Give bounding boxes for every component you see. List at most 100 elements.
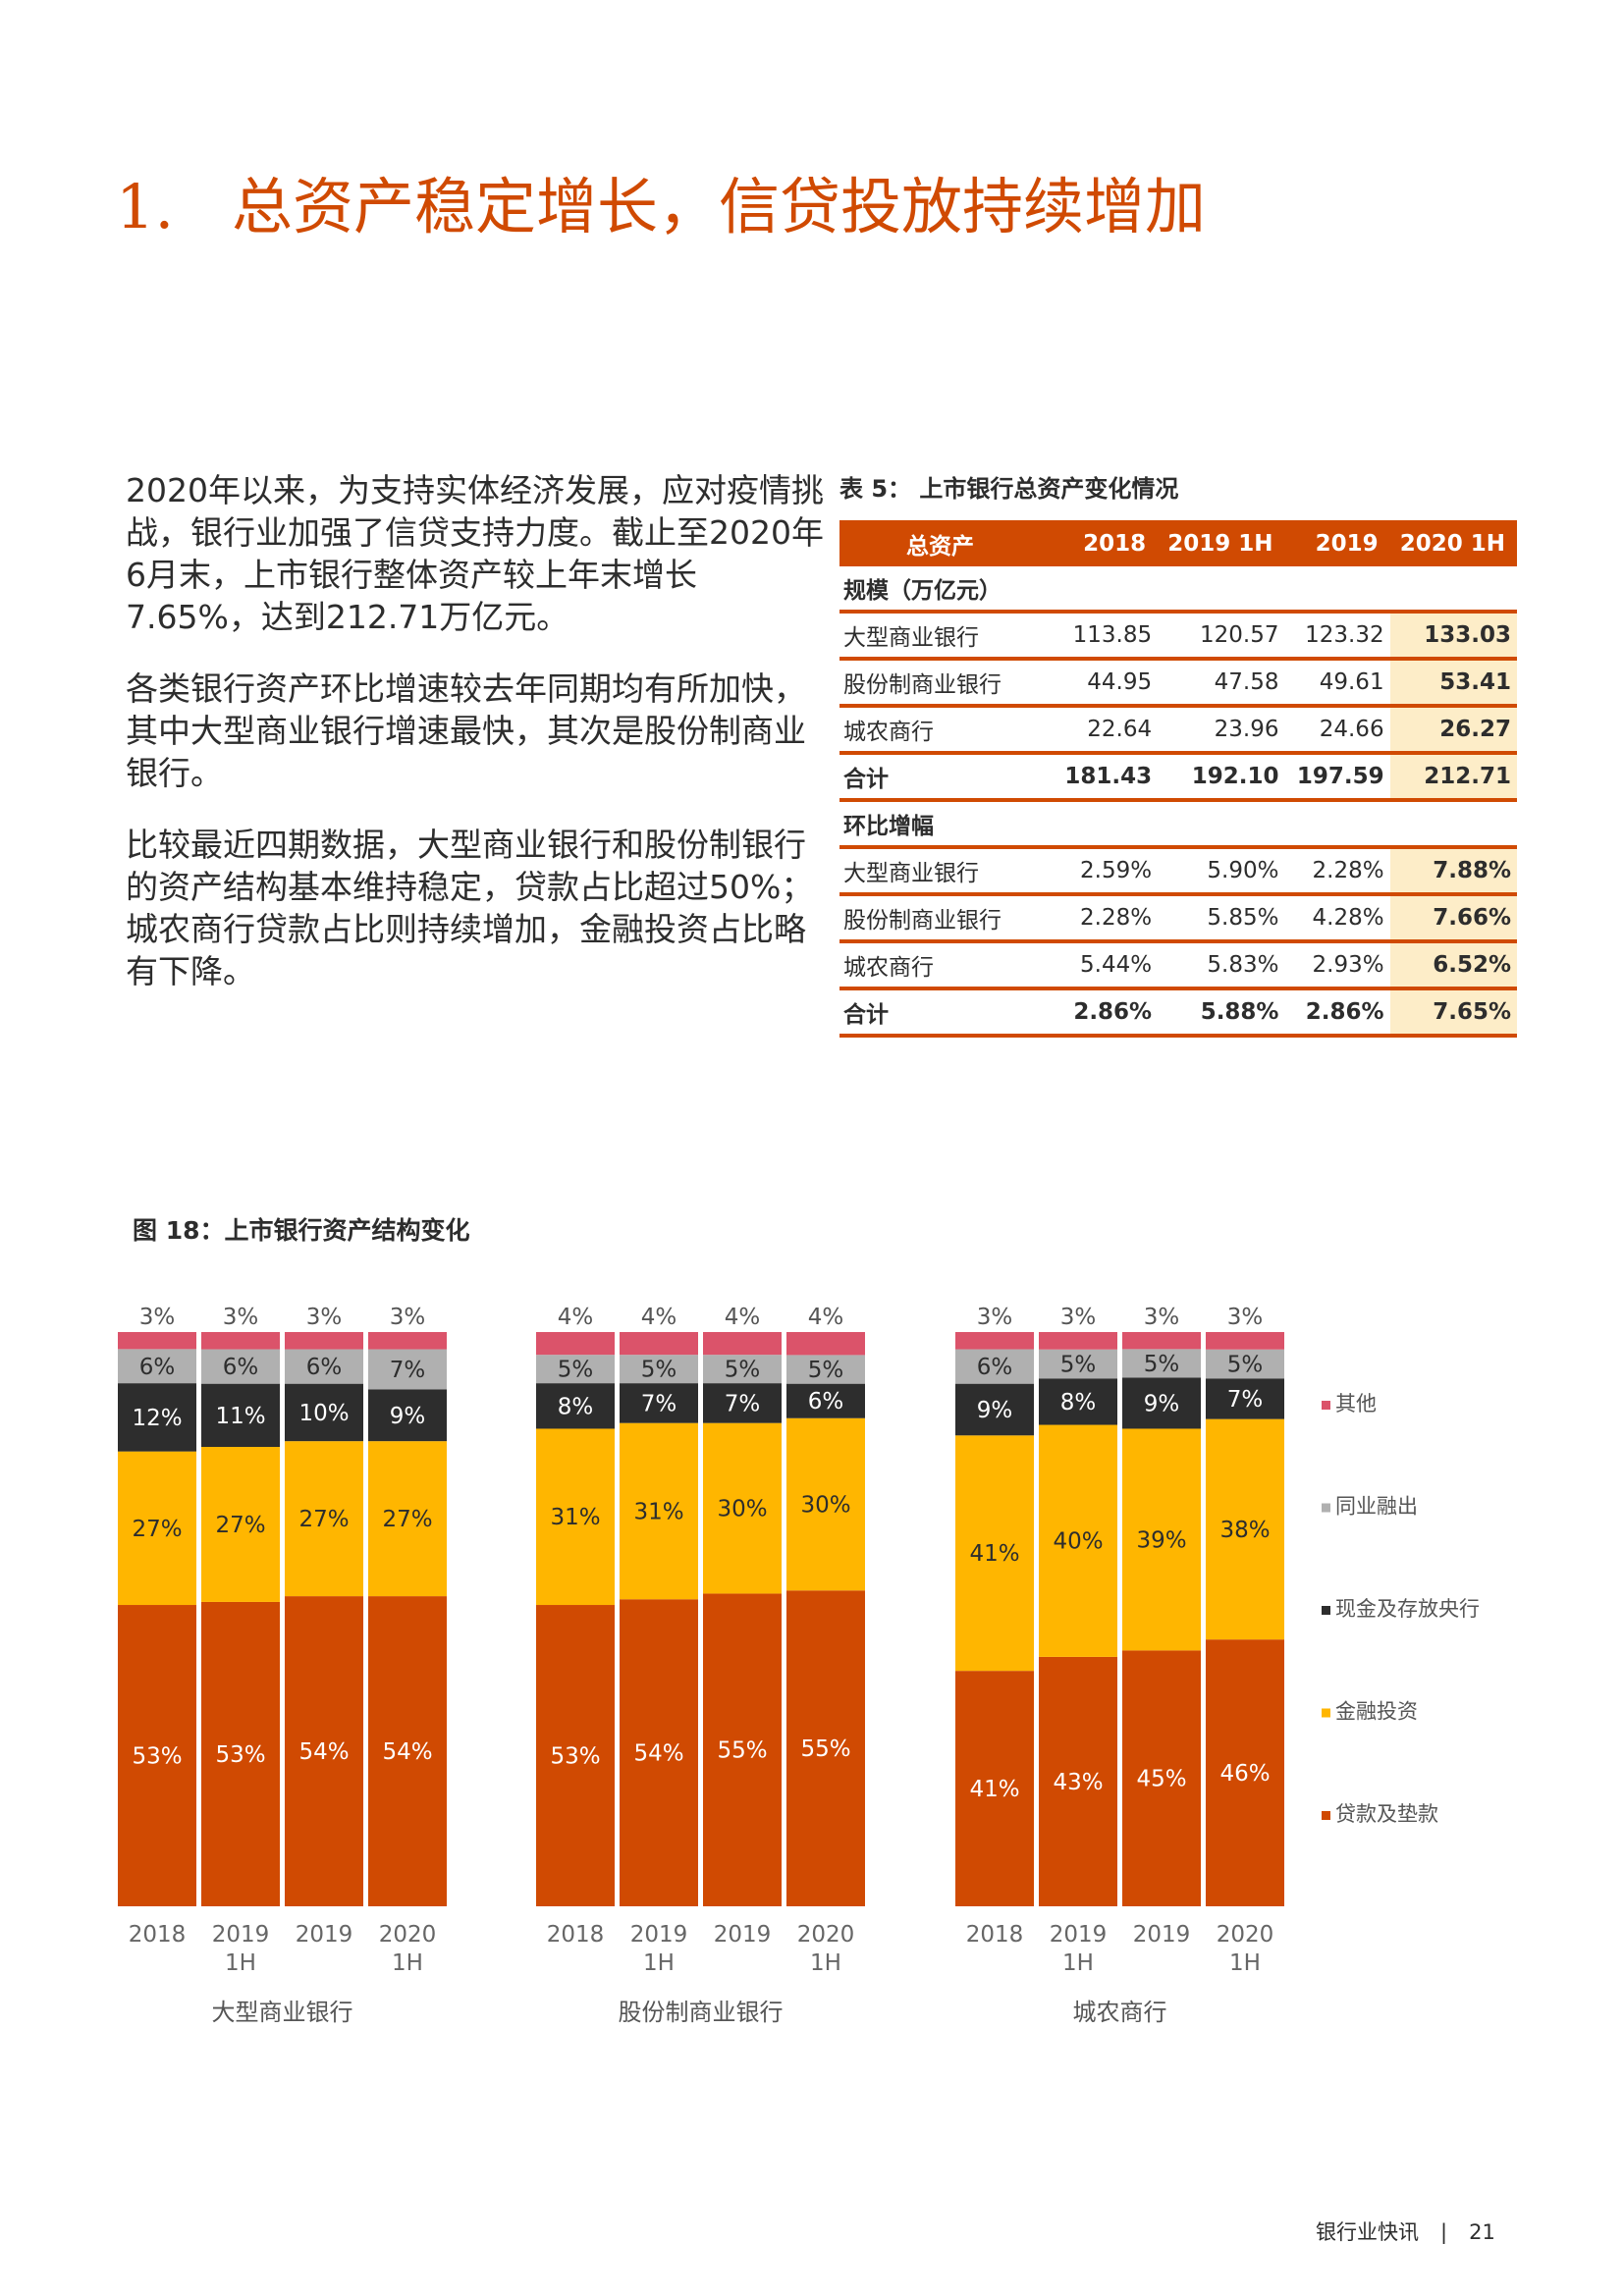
x-tick-label: 2020 xyxy=(797,1922,855,1948)
section-number: 1. xyxy=(116,171,175,242)
bar-segment xyxy=(1039,1656,1117,1906)
legend-swatch xyxy=(1322,1401,1330,1410)
x-tick-label: 2018 xyxy=(966,1922,1024,1948)
bar-segment xyxy=(536,1428,615,1606)
asset-structure-chart: 53%27%12%6%3%201853%27%11%6%3%20191H54%2… xyxy=(118,1305,1480,2026)
bar-segment xyxy=(368,1596,447,1906)
bar-segment xyxy=(201,1332,280,1350)
x-tick-label: 2018 xyxy=(129,1922,187,1948)
cell-value: 192.10 xyxy=(1158,753,1285,802)
footer: 银行业快讯 | 21 xyxy=(1316,2216,1495,2246)
cell-value: 2.86% xyxy=(1284,988,1390,1038)
total-row: 合计 2.86% 5.88% 2.86% 7.65% xyxy=(839,988,1517,1038)
data-label: 7% xyxy=(390,1358,426,1383)
x-tick-label: 1H xyxy=(1229,1950,1261,1976)
publication-name: 银行业快讯 xyxy=(1316,2220,1419,2244)
cell-value: 6.52% xyxy=(1389,941,1517,990)
bar-segment xyxy=(536,1605,615,1906)
column-header: 2018 xyxy=(1053,520,1159,566)
cell-value: 212.71 xyxy=(1389,753,1517,802)
data-label: 4% xyxy=(725,1305,761,1330)
data-label: 53% xyxy=(215,1742,265,1768)
data-label: 38% xyxy=(1219,1518,1270,1543)
bar-segment xyxy=(368,1389,447,1442)
total-assets-table: 总资产 2018 2019 1H 2019 2020 1H 规模（万亿元） 大型商业银行 11… xyxy=(839,520,1517,1038)
cell-value: 5.85% xyxy=(1158,894,1285,943)
bar-segment xyxy=(620,1355,698,1384)
bar-segment xyxy=(620,1332,698,1356)
x-tick-label: 1H xyxy=(225,1950,256,1976)
cell-value: 5.83% xyxy=(1158,941,1285,990)
x-tick-label: 1H xyxy=(810,1950,841,1976)
bar-segment xyxy=(368,1441,447,1597)
legend-label: 同业融出 xyxy=(1335,1495,1418,1519)
bar-segment xyxy=(1206,1378,1284,1419)
bar-segment xyxy=(703,1422,782,1594)
cell-value: 5.88% xyxy=(1158,988,1285,1038)
cell-value: 2.28% xyxy=(1284,847,1390,896)
section-row: 规模（万亿元） xyxy=(839,566,1517,614)
data-label: 5% xyxy=(725,1358,761,1383)
cell-value: 181.43 xyxy=(1053,753,1159,802)
data-label: 12% xyxy=(132,1406,182,1431)
bar-segment xyxy=(786,1417,865,1591)
paragraph: 比较最近四期数据，大型商业银行和股份制银行的资产结构基本维持稳定，贷款占比超过5… xyxy=(126,826,814,990)
data-label: 55% xyxy=(800,1736,850,1762)
data-label: 46% xyxy=(1219,1761,1270,1787)
data-label: 3% xyxy=(977,1305,1013,1330)
bar-segment xyxy=(955,1671,1034,1906)
bar-segment xyxy=(368,1332,447,1350)
cell-value: 7.88% xyxy=(1389,847,1517,896)
bar-segment xyxy=(1206,1332,1284,1350)
data-label: 4% xyxy=(641,1305,677,1330)
data-label: 27% xyxy=(382,1507,432,1532)
data-label: 7% xyxy=(725,1391,761,1416)
bar-segment xyxy=(620,1383,698,1423)
group-label: 股份制商业银行 xyxy=(619,1999,784,2026)
cell-value: 113.85 xyxy=(1053,612,1159,661)
cell-value: 23.96 xyxy=(1158,706,1285,755)
data-label: 5% xyxy=(1227,1353,1264,1378)
bar-segment xyxy=(118,1349,196,1384)
cell-value: 7.66% xyxy=(1389,894,1517,943)
cell-value: 120.57 xyxy=(1158,612,1285,661)
table-row: 股份制商业银行 44.95 47.58 49.61 53.41 xyxy=(839,659,1517,708)
x-tick-label: 2018 xyxy=(547,1922,605,1948)
bar-segment xyxy=(285,1349,363,1384)
row-label: 合计 xyxy=(839,988,1053,1038)
bar-segment xyxy=(620,1599,698,1906)
bar-segment xyxy=(536,1332,615,1356)
total-row: 合计 181.43 192.10 197.59 212.71 xyxy=(839,753,1517,802)
bar-segment xyxy=(786,1332,865,1356)
data-label: 31% xyxy=(550,1505,600,1530)
section-title: 环比增幅 xyxy=(839,800,1517,849)
legend-swatch xyxy=(1322,1503,1330,1513)
bar-segment xyxy=(1122,1650,1201,1906)
data-label: 6% xyxy=(977,1355,1013,1380)
bar-segment xyxy=(201,1601,280,1906)
bar-segment xyxy=(786,1355,865,1384)
bar-segment xyxy=(786,1590,865,1906)
column-header: 2020 1H xyxy=(1389,520,1517,566)
data-label: 27% xyxy=(215,1513,265,1538)
data-label: 11% xyxy=(215,1404,265,1429)
legend-label: 金融投资 xyxy=(1335,1700,1418,1724)
bar-segment xyxy=(536,1355,615,1384)
row-label: 合计 xyxy=(839,753,1053,802)
bar-segment xyxy=(285,1383,363,1442)
x-tick-label: 2019 xyxy=(296,1922,353,1948)
data-label: 30% xyxy=(800,1493,850,1519)
bar-segment xyxy=(1206,1639,1284,1906)
group-label: 城农商行 xyxy=(1073,1999,1167,2026)
legend-swatch xyxy=(1322,1606,1330,1615)
data-label: 10% xyxy=(298,1401,349,1426)
bar-segment xyxy=(285,1441,363,1597)
data-label: 6% xyxy=(808,1389,844,1415)
section-title: 规模（万亿元） xyxy=(839,566,1517,614)
section-heading: 1. 总资产稳定增长，信贷投放持续增加 xyxy=(116,157,1206,245)
cell-value: 49.61 xyxy=(1284,659,1390,708)
bar-segment xyxy=(536,1383,615,1429)
bar-segment xyxy=(118,1605,196,1906)
data-label: 5% xyxy=(1144,1352,1180,1377)
cell-value: 26.27 xyxy=(1389,706,1517,755)
